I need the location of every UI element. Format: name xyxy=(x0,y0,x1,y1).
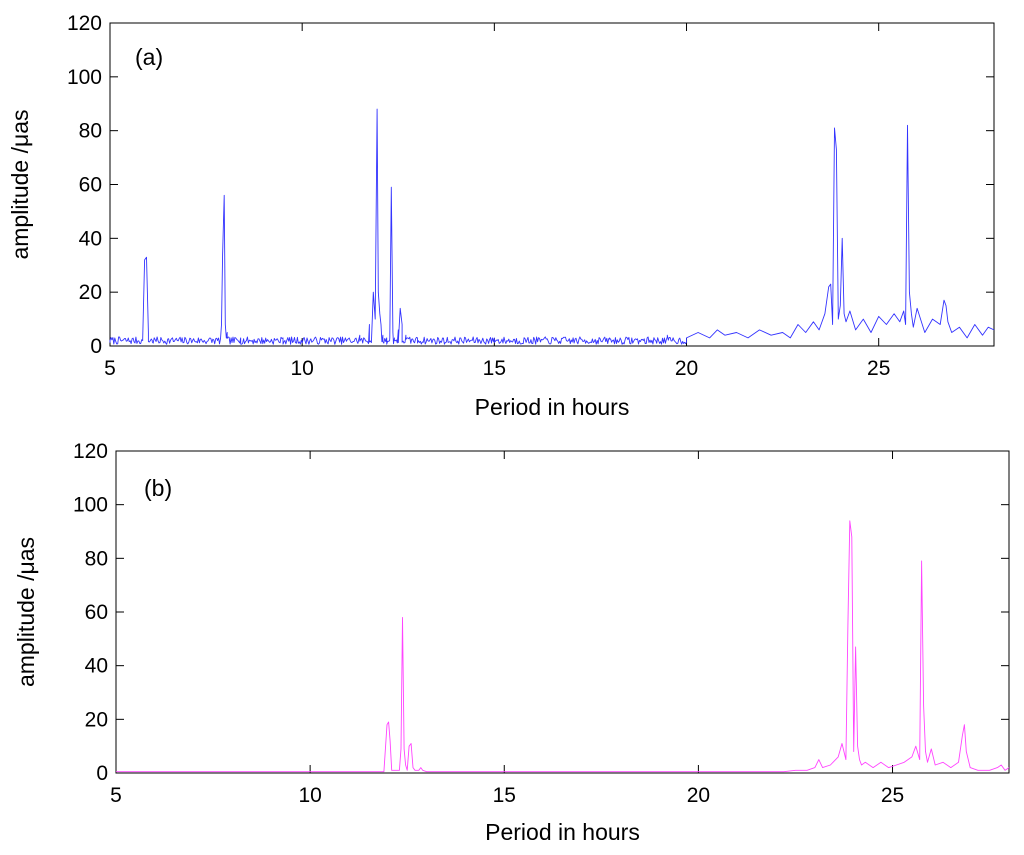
x-tick-label: 10 xyxy=(290,357,313,380)
x-tick-label: 15 xyxy=(483,357,506,380)
x-tick-label: 25 xyxy=(867,357,890,380)
panel-label: (b) xyxy=(144,475,172,501)
chart-panel-a: 0 20 40 60 80 100 120 5 10 15 20 25 Period in hours a… xyxy=(7,12,995,420)
y-tick-label: 120 xyxy=(73,440,108,463)
y-tick-label: 20 xyxy=(79,281,102,304)
plot-area-frame xyxy=(109,22,995,347)
y-tick-label: 60 xyxy=(79,174,102,197)
y-axis-title: amplitude /μas xyxy=(13,537,39,687)
series-line xyxy=(109,108,995,345)
x-tick-label: 10 xyxy=(298,784,321,807)
y-tick-label: 40 xyxy=(85,655,108,678)
y-tick-label: 80 xyxy=(85,547,108,570)
y-tick-label: 20 xyxy=(85,708,108,731)
y-tick-label: 100 xyxy=(73,494,108,517)
x-tick-label: 25 xyxy=(881,784,904,807)
x-axis-title: Period in hours xyxy=(485,819,640,845)
y-tick-label: 120 xyxy=(67,12,102,35)
y-axis-title: amplitude /μas xyxy=(7,109,33,259)
y-tick-label: 80 xyxy=(79,120,102,143)
y-tick-label: 100 xyxy=(67,66,102,89)
x-tick-label: 5 xyxy=(104,357,116,380)
x-axis-title: Period in hours xyxy=(475,394,630,420)
x-tick-label: 20 xyxy=(675,357,698,380)
x-tick-label: 5 xyxy=(110,784,122,807)
plot-area-frame xyxy=(115,450,1010,774)
panel-label: (a) xyxy=(135,44,163,70)
series-line xyxy=(116,520,1010,773)
x-tick-label: 15 xyxy=(493,784,516,807)
y-tick-label: 60 xyxy=(85,601,108,624)
y-tick-label: 40 xyxy=(79,227,102,250)
chart-panel-b: 0 20 40 60 80 100 120 5 10 15 20 25 Period in hours a… xyxy=(13,440,1010,845)
y-tick-label: 0 xyxy=(90,335,102,358)
x-tick-label: 20 xyxy=(687,784,710,807)
y-tick-label: 0 xyxy=(96,762,108,785)
